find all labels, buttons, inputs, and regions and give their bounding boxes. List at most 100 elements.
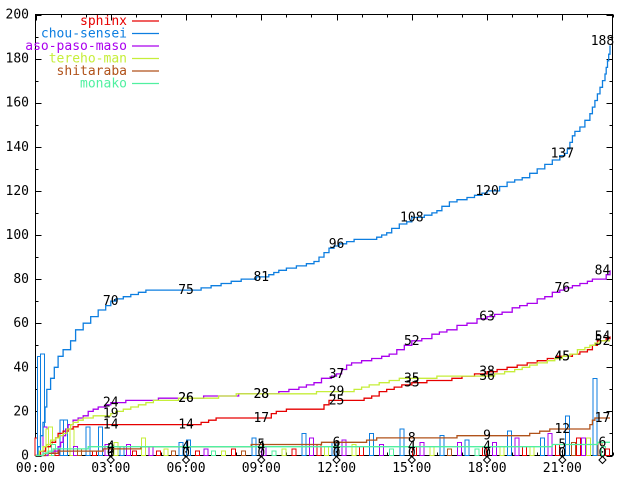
series-line-sphinx [35,336,611,457]
value-label-aso-paso-maso: 37 [329,367,345,382]
impulse-bar-chou-sensei [186,439,192,457]
zero-label: 0 [408,446,416,461]
legend-label-monako: monako [80,77,127,92]
impulse-bar-shitaraba [446,448,452,457]
zero-label: 0 [333,446,341,461]
impulse-bar-aso-paso-maso [104,443,110,457]
zero-label: 0 [182,446,190,461]
value-label-shitaraba: 5 [257,437,265,452]
value-label-aso-paso-maso: 52 [404,334,420,349]
value-label-tereho-man: 45 [554,349,570,364]
impulse-bar-chou-sensei [178,441,184,456]
x-axis-tick-label: 18:00 [467,461,506,476]
impulse-bar-chou-sensei [85,426,91,456]
y-axis-tick-label: 160 [6,96,29,111]
impulse-bar-tereho-man [586,437,592,456]
impulse-bar-shitaraba [571,441,577,456]
series-line-chou-sensei [35,45,611,457]
value-label-tereho-man: 35 [404,371,420,386]
y-axis-tick-label: 100 [6,228,29,243]
zero-label: 0 [483,446,491,461]
impulse-bar-sphinx [155,450,161,456]
value-label-chou-sensei: 137 [551,146,574,161]
value-label-chou-sensei: 96 [329,237,345,252]
impulse-bar-monako [389,448,395,457]
impulse-bar-sphinx [604,448,610,457]
value-label-sphinx: 45 [554,349,570,364]
impulse-bar-chou-sensei [119,446,125,456]
impulse-bar-tereho-man [351,443,357,457]
series-line-shitaraba [35,417,610,457]
impulse-bar-chou-sensei [464,439,470,457]
impulse-bar-aso-paso-maso [492,441,498,456]
impulse-bar-chou-sensei [592,377,598,457]
value-label-monako: 4 [483,440,491,455]
legend-label-tereho-man: tereho-man [49,52,127,67]
impulse-bar-sphinx [522,446,528,456]
x-axis-tick-label: 12:00 [317,461,356,476]
zero-diamond-marker [407,455,417,465]
zero-label: 0 [558,446,566,461]
value-label-shitaraba: 4 [182,440,190,455]
y-axis-tick-label: 80 [13,272,29,287]
zero-diamond-marker [106,455,115,465]
value-label-shitaraba: 6 [333,435,341,450]
y-axis-tick-label: 180 [6,52,29,67]
zero-diamond-marker [181,455,191,465]
legend-label-chou-sensei: chou-sensei [41,27,127,42]
y-axis-tick-label: 20 [13,404,29,419]
x-axis-tick-label: 03:00 [91,461,130,476]
value-label-shitaraba: 9 [483,429,491,444]
impulse-bar-chou-sensei [507,430,513,456]
impulse-bar-chou-sensei [564,415,570,456]
value-label-tereho-man: 36 [479,369,495,384]
impulse-bar-sphinx [132,450,138,456]
value-label-tereho-man: 29 [329,385,345,400]
legend-label-shitaraba: shitaraba [57,64,127,79]
impulse-bar-tereho-man [221,450,227,456]
series-line-tereho-man [35,340,610,457]
zero-diamond-marker [558,455,567,465]
value-label-chou-sensei: 120 [475,184,498,199]
value-label-monako: 4 [257,440,265,455]
value-label-shitaraba: 8 [408,431,416,446]
impulse-bar-sphinx [291,448,297,457]
impulse-bar-tereho-man [281,448,287,457]
impulse-bar-chou-sensei [63,419,69,456]
impulse-bar-aso-paso-maso [581,437,587,456]
impulse-bar-shitaraba [76,448,82,457]
legend-label-sphinx: sphinx [80,14,127,29]
value-label-tereho-man: 19 [103,407,119,422]
impulse-bar-chou-sensei [399,428,405,457]
impulse-bar-tereho-man [324,446,330,456]
zero-diamond-marker [332,455,341,465]
impulse-bar-chou-sensei [369,432,375,457]
y-axis-tick-label: 120 [6,184,29,199]
value-label-aso-paso-maso: 24 [103,396,119,411]
impulse-bar-monako [474,448,480,457]
value-label-monako: 5 [558,437,566,452]
zero-diamond-marker [482,455,492,465]
x-axis-tick-label: 09:00 [242,461,281,476]
value-label-tereho-man: 28 [253,387,269,402]
impulse-bar-aso-paso-maso [379,443,385,457]
x-axis-tick-label: 21:00 [543,461,582,476]
value-label-aso-paso-maso: 76 [554,281,570,296]
impulse-bar-tereho-man [429,446,435,456]
value-label-tereho-man: 52 [595,334,611,349]
impulse-bar-sphinx [359,446,365,456]
x-axis-tick-label: 00:00 [16,461,55,476]
impulse-bar-shitaraba [241,450,247,456]
value-label-shitaraba: 3 [107,442,115,457]
value-label-shitaraba: 17 [595,411,611,426]
series-line-aso-paso-maso [35,270,611,457]
value-label-sphinx: 38 [479,365,495,380]
value-label-chou-sensei: 108 [400,210,423,225]
impulse-bar-aso-paso-maso [125,443,131,457]
value-label-monako: 4 [408,440,416,455]
value-label-sphinx: 14 [103,418,119,433]
impulse-bar-tereho-man [529,446,535,456]
y-axis-tick-label: 200 [6,8,29,23]
